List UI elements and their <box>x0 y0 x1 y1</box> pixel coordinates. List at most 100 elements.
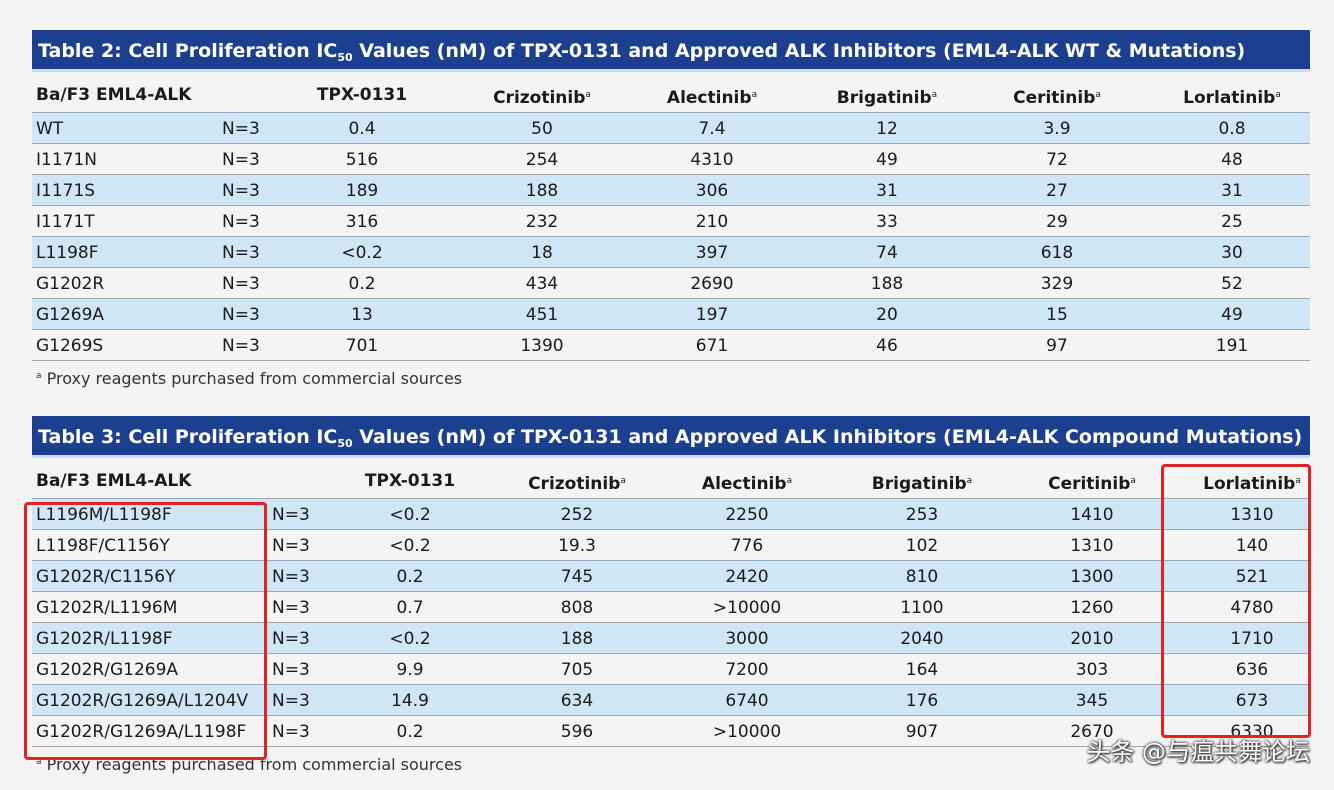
table-cell: 1100 <box>900 598 944 618</box>
table-cell: N=3 <box>222 243 260 263</box>
column-header-label: Crizotinib <box>493 88 586 108</box>
table-cell: 49 <box>1221 305 1243 325</box>
column-header: TPX-0131 <box>350 458 470 504</box>
table-cell: 176 <box>905 691 939 711</box>
table-cell: 705 <box>560 660 594 680</box>
table-cell: 188 <box>560 629 594 649</box>
table-cell: N=3 <box>222 274 260 294</box>
table-cell: 521 <box>1235 567 1269 587</box>
table-cell: 252 <box>560 505 594 525</box>
table-cell: 50 <box>531 119 553 139</box>
table-cell: 596 <box>560 722 594 742</box>
table-cell: 9.9 <box>396 660 424 680</box>
table-cell: 2010 <box>1070 629 1114 649</box>
table-cell: 516 <box>345 150 379 170</box>
column-header-label: Lorlatinib <box>1183 88 1276 108</box>
table-cell: I1171T <box>36 212 95 232</box>
table-cell: <0.2 <box>389 629 431 649</box>
table-cell: G1202R/G1269A/L1198F <box>36 722 247 742</box>
table-cell: 140 <box>1235 536 1269 556</box>
table-cell: 18 <box>531 243 553 263</box>
table-cell: 329 <box>1040 274 1074 294</box>
table-row: G1269A N=3 13 451 197 20 15 49 <box>32 299 1310 330</box>
column-header: Alectiniba <box>652 72 772 121</box>
table-cell: 188 <box>525 181 559 201</box>
column-header: TPX-0131 <box>302 72 422 118</box>
column-header-label: Ceritinib <box>1013 88 1096 108</box>
table-row: G1202R/G1269A/L1198F N=3 0.2 596 >10000 907 26… <box>32 716 1310 747</box>
table-2-header-row: Ba/F3 EML4-ALK TPX-0131 Crizotiniba Alectin… <box>32 72 1310 113</box>
table-cell: G1202R/G1269A <box>36 660 179 680</box>
table-row: I1171S N=3 189 188 306 31 27 31 <box>32 175 1310 206</box>
table-3-header-row: Ba/F3 EML4-ALK TPX-0131 Crizotiniba Alectin… <box>32 458 1310 499</box>
footnote-marker: a <box>1095 90 1101 100</box>
table-cell: 12 <box>876 119 898 139</box>
footnote-marker: a <box>1295 476 1301 486</box>
table-cell: 0.2 <box>348 274 376 294</box>
table-cell: G1202R/G1269A/L1204V <box>36 691 249 711</box>
table-cell: 2420 <box>725 567 769 587</box>
table-cell: 210 <box>695 212 729 232</box>
table-cell: 164 <box>905 660 939 680</box>
table-cell: 4780 <box>1230 598 1274 618</box>
table-cell: >10000 <box>712 722 782 742</box>
table-cell: 25 <box>1221 212 1243 232</box>
table-cell: 701 <box>345 336 379 356</box>
table-cell: N=3 <box>272 691 310 711</box>
table-cell: 6740 <box>725 691 769 711</box>
table-cell: L1198F/C1156Y <box>36 536 170 556</box>
table-cell: 52 <box>1221 274 1243 294</box>
table-cell: 29 <box>1046 212 1068 232</box>
table-cell: I1171S <box>36 181 96 201</box>
table-cell: 232 <box>525 212 559 232</box>
table-2: Table 2: Cell Proliferation IC50 Values … <box>32 30 1310 389</box>
column-header: Crizotiniba <box>482 72 602 121</box>
column-header: Ba/F3 EML4-ALK <box>36 458 191 504</box>
table-cell: 254 <box>525 150 559 170</box>
table-3-title: Table 3: Cell Proliferation IC50 Values … <box>32 416 1310 458</box>
table-cell: <0.2 <box>341 243 383 263</box>
table-cell: I1171N <box>36 150 97 170</box>
table-cell: 345 <box>1075 691 1109 711</box>
table-cell: 1710 <box>1230 629 1274 649</box>
table-cell: G1202R/L1196M <box>36 598 178 618</box>
column-header: Alectiniba <box>687 458 807 507</box>
table-cell: 745 <box>560 567 594 587</box>
table-cell: N=3 <box>222 119 260 139</box>
table-cell: 316 <box>345 212 379 232</box>
table-cell: 27 <box>1046 181 1068 201</box>
watermark-text: 头条 @与瘟共舞论坛 <box>1086 738 1310 766</box>
footnote-marker: a <box>620 476 626 486</box>
table-cell: 97 <box>1046 336 1068 356</box>
footnote-marker: a <box>786 476 793 486</box>
table-row: I1171T N=3 316 232 210 33 29 25 <box>32 206 1310 237</box>
table-cell: N=3 <box>272 722 310 742</box>
table-cell: 197 <box>695 305 729 325</box>
table-cell: N=3 <box>222 212 260 232</box>
table-cell: <0.2 <box>389 536 431 556</box>
column-header: Lorlatiniba <box>1192 458 1312 507</box>
table-cell: 74 <box>876 243 898 263</box>
table-cell: N=3 <box>272 567 310 587</box>
table-row: G1202R N=3 0.2 434 2690 188 329 52 <box>32 268 1310 299</box>
table-cell: 907 <box>905 722 939 742</box>
table-cell: N=3 <box>272 629 310 649</box>
column-header-label: Alectinib <box>666 88 752 108</box>
table-cell: 33 <box>876 212 898 232</box>
table-cell: 4310 <box>690 150 734 170</box>
table-cell: N=3 <box>222 305 260 325</box>
table-row: I1171N N=3 516 254 4310 49 72 48 <box>32 144 1310 175</box>
table-cell: 306 <box>695 181 729 201</box>
column-header-label: Ba/F3 EML4-ALK <box>36 471 192 491</box>
table-row: G1269S N=3 701 1390 671 46 97 191 <box>32 330 1310 361</box>
column-header-label: Crizotinib <box>528 474 621 494</box>
table-cell: 397 <box>695 243 729 263</box>
table-cell: 2690 <box>690 274 734 294</box>
table-cell: 191 <box>1215 336 1249 356</box>
table-cell: N=3 <box>272 505 310 525</box>
table-cell: 776 <box>730 536 764 556</box>
table-cell: N=3 <box>272 660 310 680</box>
footnote-marker: a <box>751 90 758 100</box>
table-cell: 20 <box>876 305 898 325</box>
table-cell: 0.8 <box>1218 119 1246 139</box>
